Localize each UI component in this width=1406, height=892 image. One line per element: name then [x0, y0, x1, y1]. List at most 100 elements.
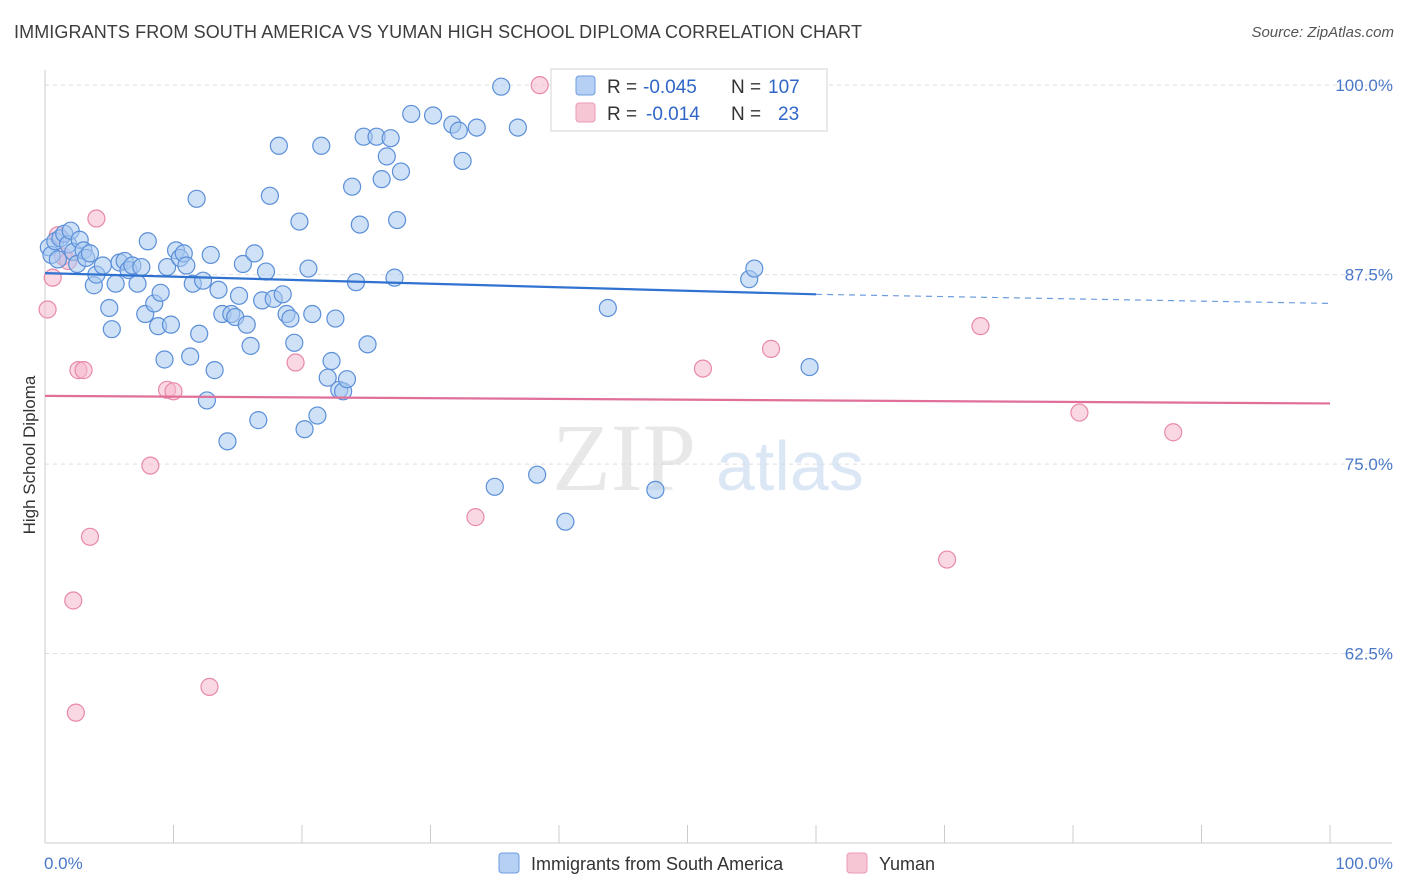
axes — [44, 70, 1392, 844]
immigrants-point-77 — [337, 370, 357, 389]
x-tick-label-1: 100.0% — [1335, 854, 1393, 873]
x-tick-labels: 0.0% 100.0% — [44, 854, 1393, 873]
immigrants-point-62 — [273, 285, 292, 304]
immigrants-point-82 — [358, 335, 377, 354]
yuman-point-21 — [971, 317, 990, 336]
immigrants-point-51 — [229, 286, 249, 305]
yuman-point-5 — [64, 591, 83, 610]
yuman-point-17 — [530, 76, 549, 95]
immigrants-point-25 — [132, 257, 151, 277]
immigrants-point-59 — [260, 186, 279, 205]
immigrants-point-74 — [326, 309, 345, 328]
y-tick-label-1: 75.0% — [1345, 455, 1393, 474]
immigrants-point-84 — [372, 170, 391, 189]
yuman-point-16 — [466, 508, 485, 527]
immigrants-point-67 — [295, 420, 314, 439]
immigrants-point-94 — [453, 151, 472, 171]
yuman-point-8 — [74, 361, 93, 380]
immigrants-point-58 — [256, 262, 276, 281]
legend-swatch-blue — [575, 75, 596, 96]
immigrants-point-56 — [249, 411, 268, 430]
legend-n-label-2: N = — [731, 104, 761, 125]
immigrants-point-42 — [193, 271, 213, 290]
immigrants-point-18 — [102, 320, 121, 339]
immigrants-point-48 — [218, 432, 237, 451]
yuman-point-20 — [937, 550, 957, 569]
immigrants-point-69 — [303, 304, 322, 324]
yuman-point-6 — [66, 703, 85, 722]
trend-lines — [44, 272, 1331, 405]
chart-source: Source: ZipAtlas.com — [1251, 24, 1394, 41]
legend-r-value-1: -0.045 — [643, 77, 697, 98]
grid-lines — [45, 84, 1392, 655]
immigrants-point-66 — [290, 212, 309, 231]
immigrants-trend-extension — [815, 293, 1331, 305]
immigrants-point-85 — [377, 147, 396, 166]
immigrants-point-71 — [312, 136, 331, 155]
yuman-point-18 — [693, 359, 713, 378]
immigrants-point-93 — [449, 121, 468, 140]
immigrants-point-86 — [381, 129, 400, 148]
immigrants-point-17 — [100, 298, 119, 318]
yuman-point-23 — [1164, 423, 1183, 442]
immigrants-point-43 — [197, 391, 217, 410]
yuman-point-1 — [43, 268, 62, 287]
immigrants-point-91 — [423, 106, 443, 125]
immigrants-point-68 — [299, 259, 318, 278]
legend-box: R = -0.045 N = 107 R = -0.014 N = 23 — [550, 68, 828, 132]
legend-r-label-2: R = — [607, 104, 637, 125]
yuman-point-10 — [87, 209, 106, 228]
yuman-trend-line — [44, 394, 1331, 405]
immigrants-point-53 — [237, 315, 256, 334]
immigrants-point-90 — [402, 104, 421, 124]
immigrants-point-52 — [233, 254, 252, 274]
immigrants-point-46 — [209, 280, 228, 299]
bottom-legend-label-blue: Immigrants from South America — [531, 854, 784, 874]
immigrants-point-73 — [322, 351, 341, 371]
immigrants-point-99 — [528, 465, 547, 484]
yuman-point-14 — [200, 677, 219, 696]
bottom-legend-swatch-pink — [846, 852, 868, 874]
bottom-legend: Immigrants from South America Yuman — [498, 852, 935, 874]
immigrants-point-55 — [245, 244, 264, 263]
watermark-zip: ZIP — [552, 404, 696, 511]
legend-n-value-1: 107 — [768, 77, 800, 98]
immigrants-point-98 — [508, 118, 527, 137]
immigrants-point-3 — [48, 250, 67, 269]
immigrants-point-33 — [161, 315, 181, 334]
legend-n-value-2: 23 — [778, 104, 799, 125]
legend-r-value-2: -0.014 — [646, 104, 700, 125]
y-tick-label-0: 62.5% — [1345, 645, 1393, 664]
immigrants-point-78 — [343, 177, 362, 196]
yuman-point-11 — [141, 456, 160, 475]
yuman-point-22 — [1070, 403, 1089, 422]
immigrants-point-38 — [181, 347, 200, 366]
immigrants-point-102 — [646, 480, 665, 499]
immigrants-point-95 — [467, 118, 486, 137]
immigrants-point-54 — [241, 336, 260, 355]
yuman-point-9 — [80, 527, 100, 546]
immigrants-point-27 — [138, 232, 157, 251]
immigrants-point-41 — [190, 324, 209, 343]
immigrants-point-19 — [106, 274, 125, 293]
watermark-atlas: atlas — [716, 427, 864, 505]
yuman-point-0 — [38, 300, 57, 319]
immigrants-point-96 — [485, 477, 504, 496]
immigrants-point-40 — [187, 189, 206, 208]
x-tick-label-0: 0.0% — [44, 854, 83, 873]
y-axis-label: High School Diploma — [20, 375, 39, 534]
y-tick-label-3: 100.0% — [1335, 76, 1393, 95]
immigrants-point-61 — [269, 136, 288, 155]
immigrants-point-44 — [201, 245, 220, 265]
immigrants-point-45 — [205, 361, 224, 380]
immigrants-trend-line — [44, 272, 817, 296]
bottom-legend-swatch-blue — [498, 852, 520, 874]
immigrants-point-24 — [128, 274, 147, 293]
immigrants-point-64 — [281, 309, 300, 328]
immigrants-point-30 — [151, 283, 170, 302]
chart-title: IMMIGRANTS FROM SOUTH AMERICA VS YUMAN H… — [14, 22, 863, 42]
immigrants-point-80 — [350, 215, 369, 234]
immigrants-point-65 — [285, 333, 304, 352]
legend-swatch-pink — [575, 102, 596, 123]
